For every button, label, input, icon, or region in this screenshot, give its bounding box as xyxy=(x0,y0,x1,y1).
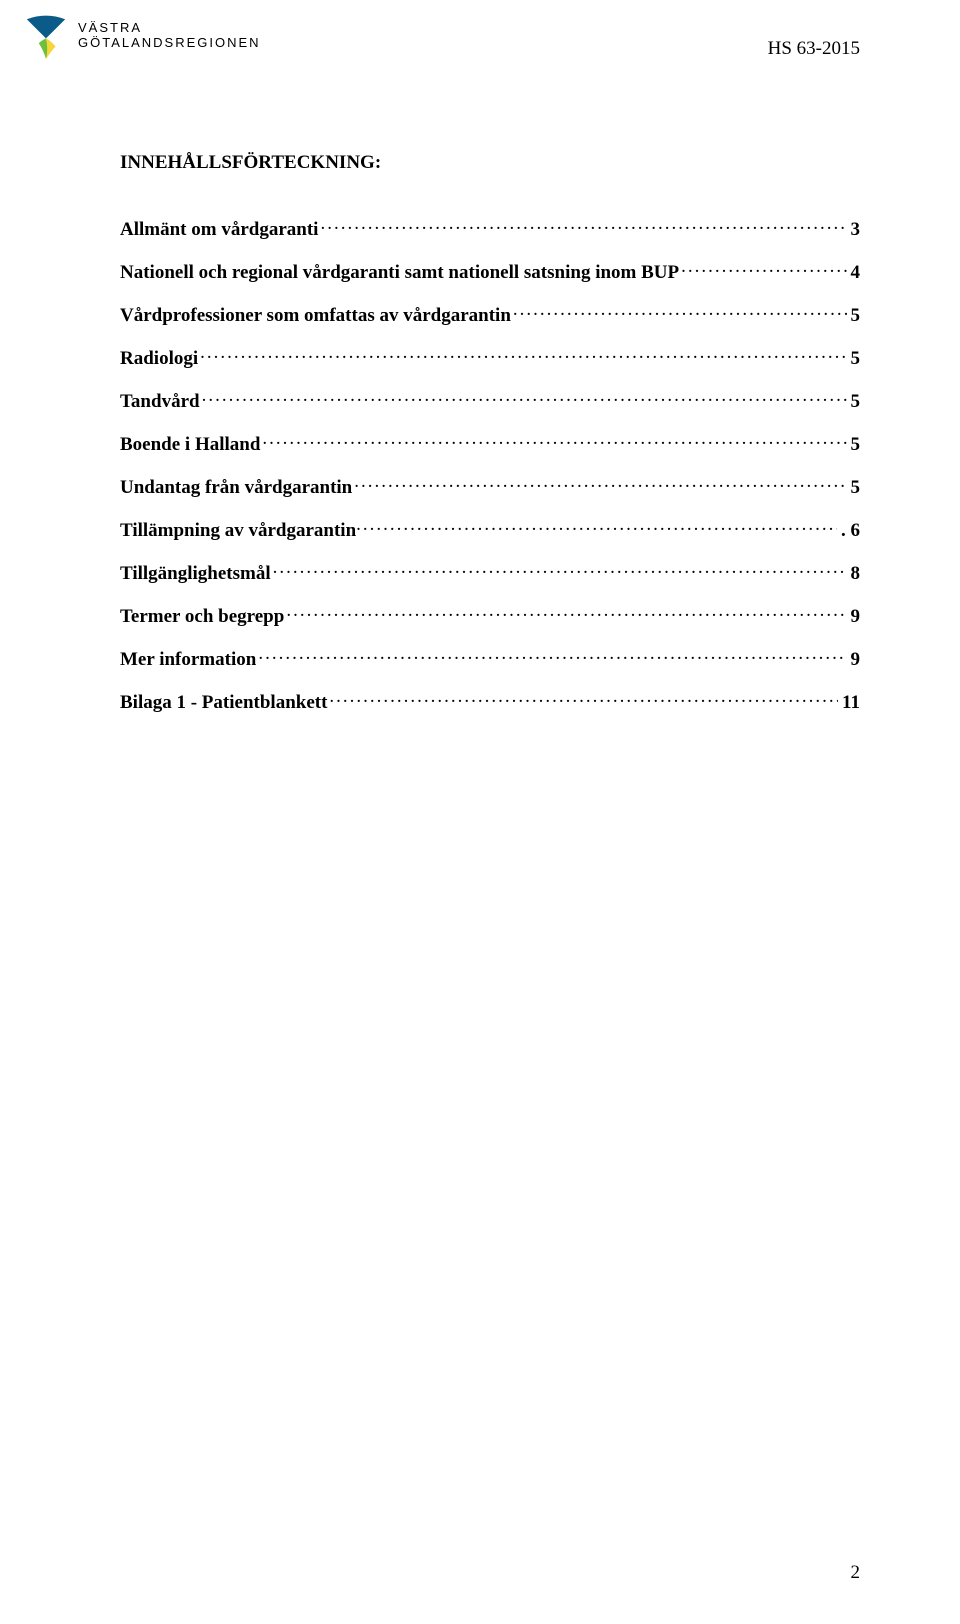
document-reference: HS 63-2015 xyxy=(768,38,860,60)
toc-title: INNEHÅLLSFÖRTECKNING: xyxy=(120,152,860,174)
toc-entry-label: Tillämpning av vårdgarantin xyxy=(120,520,356,542)
toc-entry-page: 5 xyxy=(847,305,861,327)
document-page: VÄSTRA GÖTALANDSREGIONEN HS 63-2015 INNE… xyxy=(0,0,960,1624)
toc-entry-label: Mer information xyxy=(120,649,256,671)
toc-entry-page: . 6 xyxy=(837,520,860,542)
toc-leader-dots xyxy=(356,517,837,536)
toc-entry: Undantag från vårdgarantin 5 xyxy=(120,474,860,499)
toc-leader-dots xyxy=(200,345,846,364)
toc-leader-dots xyxy=(262,431,846,450)
toc-leader-dots xyxy=(354,474,846,493)
toc-entry-page: 5 xyxy=(847,348,861,370)
toc-entry: Bilaga 1 - Patientblankett 11 xyxy=(120,689,860,714)
toc-entry-page: 8 xyxy=(847,563,861,585)
toc-entry-label: Tandvård xyxy=(120,391,200,413)
toc-entry-page: 11 xyxy=(838,692,860,714)
toc-entry: Mer information 9 xyxy=(120,646,860,671)
toc-leader-dots xyxy=(329,689,838,708)
toc-entry: Tillgänglighetsmål 8 xyxy=(120,560,860,585)
toc-entry-page: 5 xyxy=(847,391,861,413)
toc-entry-page: 5 xyxy=(847,477,861,499)
toc-entry-page: 9 xyxy=(847,649,861,671)
toc-leader-dots xyxy=(513,302,847,321)
toc-leader-dots xyxy=(286,603,846,622)
toc-entry-label: Radiologi xyxy=(120,348,198,370)
org-logo: VÄSTRA GÖTALANDSREGIONEN xyxy=(22,12,261,60)
toc-entry: Radiologi 5 xyxy=(120,345,860,370)
toc-entry-label: Vårdprofessioner som omfattas av vårdgar… xyxy=(120,305,511,327)
toc-entry: Tandvård 5 xyxy=(120,388,860,413)
toc-entry-label: Nationell och regional vårdgaranti samt … xyxy=(120,262,679,284)
toc-entry-label: Bilaga 1 - Patientblankett xyxy=(120,692,327,714)
toc-leader-dots xyxy=(320,216,846,235)
content-area: INNEHÅLLSFÖRTECKNING: Allmänt om vårdgar… xyxy=(120,32,860,714)
toc-entry: Termer och begrepp 9 xyxy=(120,603,860,628)
toc-leader-dots xyxy=(202,388,847,407)
toc-leader-dots xyxy=(273,560,847,579)
toc-entry-label: Boende i Halland xyxy=(120,434,260,456)
org-name-line1: VÄSTRA xyxy=(78,21,261,36)
toc-entry: Vårdprofessioner som omfattas av vårdgar… xyxy=(120,302,860,327)
org-name: VÄSTRA GÖTALANDSREGIONEN xyxy=(78,21,261,51)
toc-entry: Allmänt om vårdgaranti 3 xyxy=(120,216,860,241)
toc-leader-dots xyxy=(681,259,846,278)
toc-entry-label: Tillgänglighetsmål xyxy=(120,563,271,585)
toc-entry: Nationell och regional vårdgaranti samt … xyxy=(120,259,860,284)
table-of-contents: Allmänt om vårdgaranti 3 Nationell och reg… xyxy=(120,216,860,714)
toc-entry: Tillämpning av vårdgarantin . 6 xyxy=(120,517,860,542)
org-name-line2: GÖTALANDSREGIONEN xyxy=(78,36,261,51)
toc-entry: Boende i Halland 5 xyxy=(120,431,860,456)
toc-entry-label: Allmänt om vårdgaranti xyxy=(120,219,318,241)
toc-entry-page: 3 xyxy=(847,219,861,241)
vg-mark-icon xyxy=(22,12,70,60)
toc-entry-page: 5 xyxy=(847,434,861,456)
page-number: 2 xyxy=(851,1562,861,1584)
toc-entry-label: Undantag från vårdgarantin xyxy=(120,477,352,499)
toc-leader-dots xyxy=(258,646,846,665)
toc-entry-page: 9 xyxy=(847,606,861,628)
toc-entry-label: Termer och begrepp xyxy=(120,606,284,628)
toc-entry-page: 4 xyxy=(847,262,861,284)
